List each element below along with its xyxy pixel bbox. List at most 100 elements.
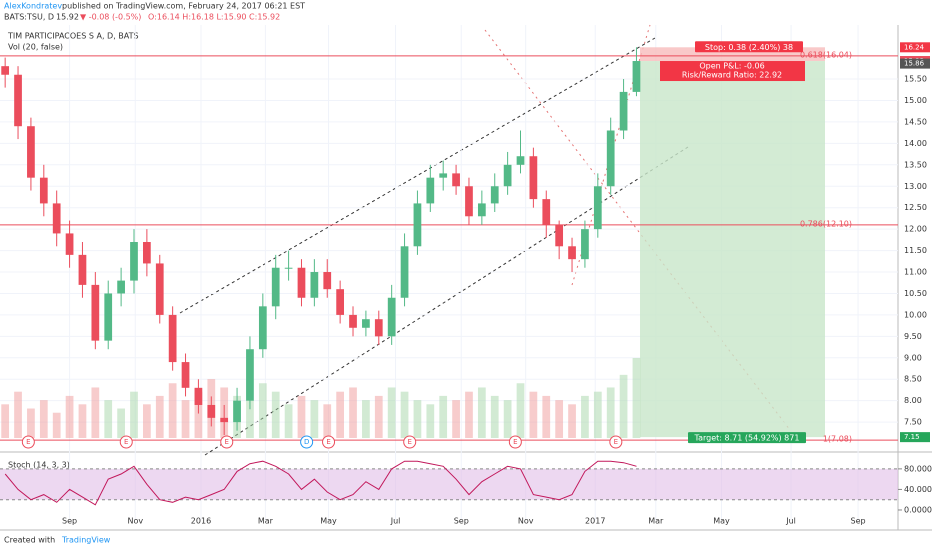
rr-label: Risk/Reward Ratio: 22.92 xyxy=(682,71,782,80)
volume-bar xyxy=(14,391,22,438)
y-tick-label: 9.50 xyxy=(904,332,922,341)
volume-bar xyxy=(555,400,564,438)
change: ▼ -0.08 (-0.5%) xyxy=(80,13,141,22)
y-tick-label: 13.50 xyxy=(904,160,927,169)
volume-bar xyxy=(104,400,113,438)
pnl-label: Open P&L: -0.06 xyxy=(699,62,764,71)
candle-body xyxy=(387,297,396,337)
candle-body xyxy=(155,263,164,315)
footer-created: Created with xyxy=(4,536,55,545)
candle-body xyxy=(233,400,241,423)
volume-bar xyxy=(452,400,460,438)
event-marker xyxy=(403,435,417,449)
volume-bar xyxy=(1,404,10,438)
volume-bar xyxy=(439,395,448,438)
stoch-tick-label: 40.0000 xyxy=(904,485,932,494)
candle-body xyxy=(65,233,74,255)
volume-bar xyxy=(606,387,615,438)
candle-body xyxy=(194,387,203,405)
y-tick-label: 11.50 xyxy=(904,246,927,255)
candle-body xyxy=(27,126,35,178)
price-tag-label: 16.24 xyxy=(904,43,925,51)
event-marker xyxy=(609,435,623,449)
candle-body xyxy=(503,164,512,187)
published: published on TradingView.com, February 2… xyxy=(62,2,305,11)
price-tag xyxy=(900,42,930,53)
stop-label-box xyxy=(695,41,803,53)
y-tick-label: 15.00 xyxy=(904,96,927,105)
volume-bar xyxy=(246,400,254,438)
volume-bar xyxy=(91,387,100,438)
y-tick-label: 13.00 xyxy=(904,182,927,191)
event-marker xyxy=(322,435,336,449)
x-tick-label: Nov xyxy=(127,517,143,526)
stoch-band xyxy=(0,468,898,500)
event-marker xyxy=(300,435,314,449)
candle-body xyxy=(632,61,641,92)
candle-body xyxy=(606,130,615,187)
volume-bar xyxy=(143,404,151,438)
candle-body xyxy=(143,242,151,264)
y-tick-label: 7.50 xyxy=(904,418,922,427)
candle-body xyxy=(14,74,22,127)
volume-bar xyxy=(39,400,48,438)
volume-bar xyxy=(529,391,538,438)
candle-body xyxy=(104,293,113,341)
candle-body xyxy=(439,173,448,178)
x-tick-label: May xyxy=(320,517,337,526)
candle-body xyxy=(271,267,280,307)
volume-bar xyxy=(413,400,422,438)
volume-bar xyxy=(284,404,293,438)
author[interactable]: AlexKondratev xyxy=(4,2,62,11)
volume-bar xyxy=(516,383,525,438)
candle-body xyxy=(52,203,61,234)
volume-bar xyxy=(581,395,589,438)
x-tick-label: 2017 xyxy=(585,517,605,526)
event-label: E xyxy=(26,438,30,446)
candle-body xyxy=(258,306,267,350)
candle-body xyxy=(362,319,370,328)
target-label-box xyxy=(688,432,806,444)
volume-bar xyxy=(400,391,409,438)
volume-bar xyxy=(568,404,576,438)
volume-bar xyxy=(593,391,602,438)
event-marker xyxy=(220,435,234,449)
candle-body xyxy=(400,246,409,298)
y-tick-label: 8.00 xyxy=(904,396,922,405)
event-label: E xyxy=(614,438,618,446)
x-tick-label: Sep xyxy=(851,517,866,526)
x-tick-label: Nov xyxy=(518,517,534,526)
y-tick-label: 14.00 xyxy=(904,139,927,148)
candle-body xyxy=(297,267,306,298)
y-tick-label: 8.50 xyxy=(904,375,922,384)
price-tag xyxy=(900,58,930,69)
x-tick-label: Jul xyxy=(785,517,796,526)
volume-bar xyxy=(374,395,383,438)
volume-bar xyxy=(78,404,87,438)
candle-body xyxy=(568,246,576,260)
x-tick-label: Sep xyxy=(62,517,77,526)
volume-bar xyxy=(362,400,370,438)
footer-brand[interactable]: TradingView xyxy=(61,536,111,545)
x-tick-label: Mar xyxy=(648,517,664,526)
volume-title: Vol (20, false) xyxy=(8,43,63,52)
fib-label: 0.786(12.10) xyxy=(800,219,852,228)
candle-body xyxy=(284,267,293,269)
event-label: E xyxy=(326,438,330,446)
candle-body xyxy=(413,203,422,247)
channel-upper xyxy=(179,37,656,314)
fib-label: 0.618(16.04) xyxy=(800,50,852,59)
pnl-box xyxy=(660,61,805,82)
price-tag-label: 7.15 xyxy=(904,433,920,441)
candle-body xyxy=(426,177,435,204)
y-tick-label: 9.00 xyxy=(904,353,922,362)
stoch-tick-label: 0.0000 xyxy=(904,505,932,514)
volume-bar xyxy=(168,383,177,438)
candle-body xyxy=(181,362,190,388)
volume-bar xyxy=(542,395,551,438)
candle-body xyxy=(349,314,357,328)
stoch-tick-label: 80.0000 xyxy=(904,464,932,473)
volume-bar xyxy=(181,400,190,438)
stop-label: Stop: 0.38 (2.40%) 38 xyxy=(705,43,793,52)
y-tick-label: 12.50 xyxy=(904,203,927,212)
